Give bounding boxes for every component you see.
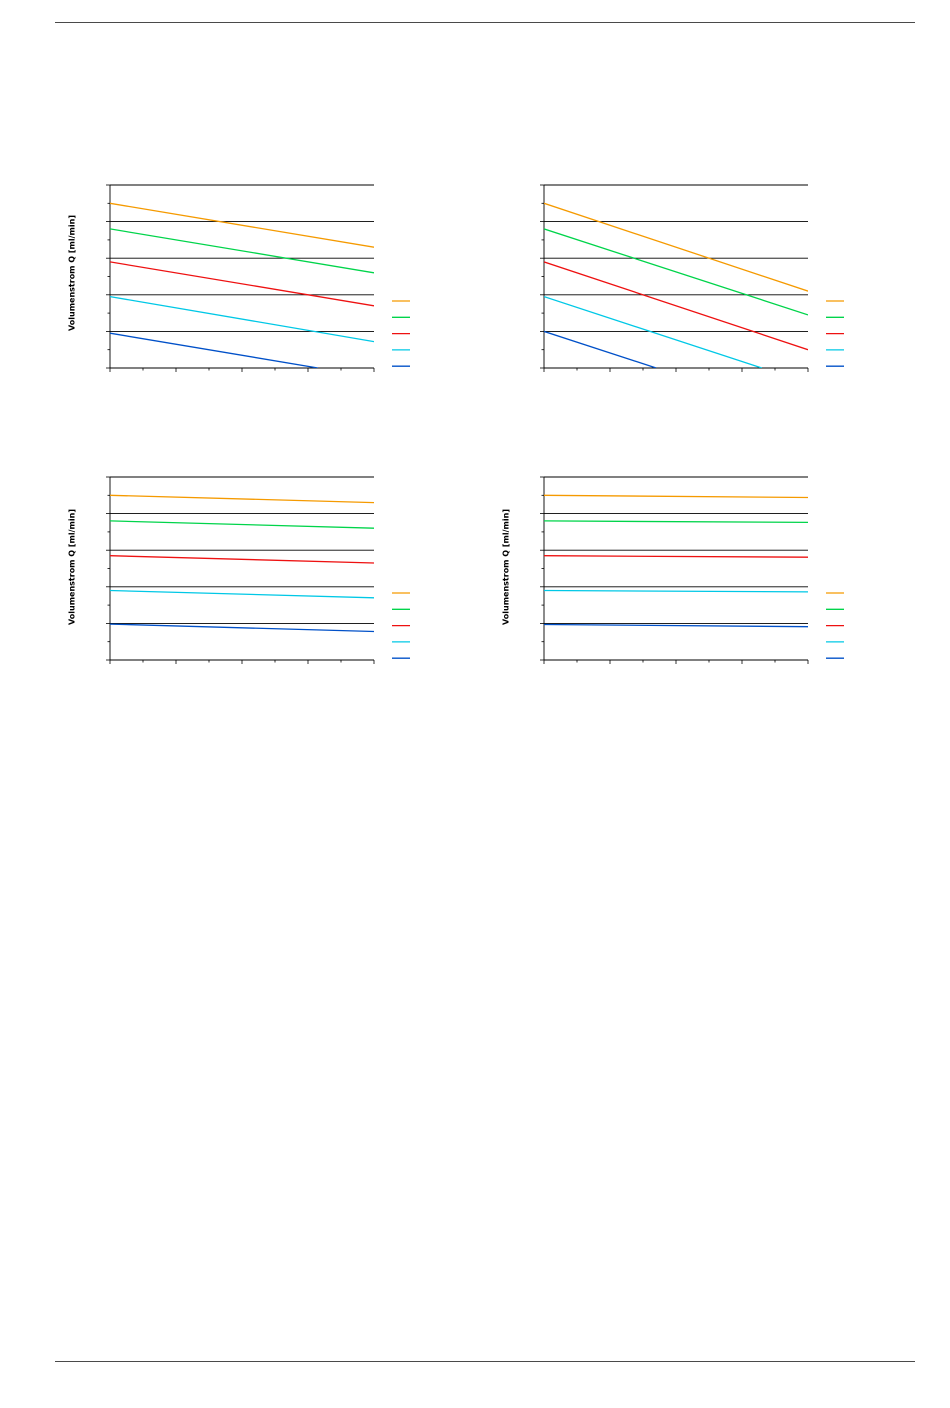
series-line-2 [110, 228, 374, 274]
series-line-2 [110, 520, 374, 529]
series-line-4 [544, 295, 763, 368]
footer-rule [55, 1361, 915, 1362]
series-line-1 [544, 202, 808, 292]
y-axis-label: Volumenstrom Q [ml/min] [501, 509, 511, 625]
series-group [544, 202, 808, 368]
flow-chart-top-left: Volumenstrom Q [ml/min] [60, 175, 480, 405]
series-line-3 [110, 261, 374, 307]
series-line-4 [110, 295, 374, 343]
flow-chart-bottom-right: Volumenstrom Q [ml/min] [494, 467, 914, 697]
series-line-3 [544, 555, 808, 558]
series-line-1 [110, 494, 374, 504]
series-line-5 [544, 330, 657, 368]
series-line-1 [544, 494, 808, 499]
series-line-2 [544, 520, 808, 524]
series-line-1 [110, 202, 374, 248]
chart-plot-svg [540, 476, 844, 664]
series-line-5 [544, 623, 808, 628]
chart-plot-svg [106, 184, 410, 372]
series-group [110, 494, 374, 633]
series-group [110, 202, 374, 368]
series-line-4 [544, 589, 808, 593]
y-axis-label: Volumenstrom Q [ml/min] [67, 509, 77, 625]
flow-chart-top-right [494, 175, 914, 405]
series-line-5 [110, 332, 319, 368]
series-line-3 [110, 555, 374, 564]
series-line-4 [110, 589, 374, 599]
chart-plot-svg [106, 476, 410, 664]
header-rule [55, 22, 915, 23]
chart-plot-svg [540, 184, 844, 372]
series-line-5 [110, 623, 374, 633]
series-line-3 [544, 261, 808, 351]
series-line-2 [544, 228, 808, 316]
flow-chart-bottom-left: Volumenstrom Q [ml/min] [60, 467, 480, 697]
y-axis-label: Volumenstrom Q [ml/min] [67, 215, 77, 331]
series-group [544, 494, 808, 628]
